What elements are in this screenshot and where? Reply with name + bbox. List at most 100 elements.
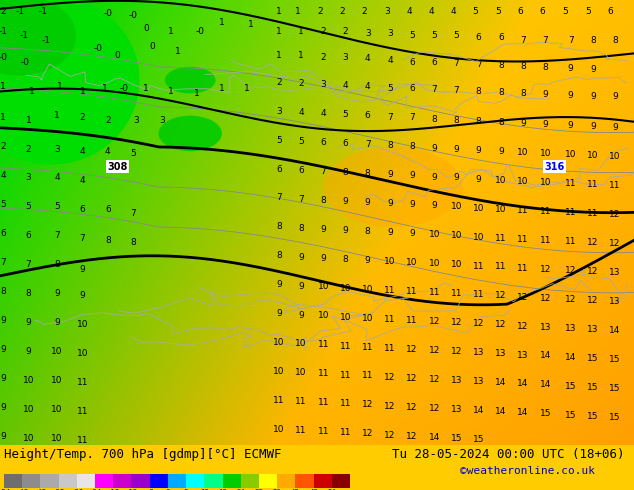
Text: 9: 9 xyxy=(25,318,32,327)
Bar xyxy=(241,474,259,488)
Text: 9: 9 xyxy=(476,146,482,155)
Text: 5: 5 xyxy=(130,149,136,158)
Text: 7: 7 xyxy=(453,59,460,68)
Text: 11: 11 xyxy=(362,343,373,351)
Text: 15: 15 xyxy=(565,382,576,391)
Text: 8: 8 xyxy=(409,142,415,151)
Text: -38: -38 xyxy=(52,489,65,490)
Text: -1: -1 xyxy=(41,36,50,45)
Text: 15: 15 xyxy=(609,413,621,422)
Text: 11: 11 xyxy=(540,207,551,216)
Text: 5: 5 xyxy=(387,84,393,93)
Text: 13: 13 xyxy=(609,268,621,277)
Text: 6: 6 xyxy=(105,205,111,214)
Text: 1: 1 xyxy=(219,84,225,94)
Text: 4: 4 xyxy=(105,147,110,156)
Text: 8: 8 xyxy=(498,118,504,127)
Text: 10: 10 xyxy=(609,152,621,161)
Text: 12: 12 xyxy=(384,402,396,411)
Text: 10: 10 xyxy=(451,202,462,211)
Text: 2: 2 xyxy=(362,7,367,16)
Text: 7: 7 xyxy=(0,258,6,267)
Text: 6: 6 xyxy=(298,166,304,175)
Text: 11: 11 xyxy=(362,371,373,380)
Text: 9: 9 xyxy=(276,309,282,318)
Text: 9: 9 xyxy=(387,228,393,237)
Text: 12: 12 xyxy=(406,374,418,383)
Text: 9: 9 xyxy=(54,289,60,298)
Text: 4: 4 xyxy=(429,7,434,16)
Text: 1: 1 xyxy=(174,47,181,56)
Text: 4: 4 xyxy=(343,81,348,90)
Text: 12: 12 xyxy=(429,404,440,413)
Bar xyxy=(95,474,113,488)
Text: 10: 10 xyxy=(51,405,63,414)
Text: 5: 5 xyxy=(25,202,32,211)
Text: 11: 11 xyxy=(517,264,529,273)
Text: 2: 2 xyxy=(340,7,345,16)
Text: 14: 14 xyxy=(609,326,621,335)
Text: -1: -1 xyxy=(20,31,29,40)
Text: 10: 10 xyxy=(362,314,373,322)
Text: 13: 13 xyxy=(473,348,484,357)
Text: 10: 10 xyxy=(273,338,285,347)
Text: 7: 7 xyxy=(130,209,136,218)
Text: 10: 10 xyxy=(273,425,285,434)
Bar xyxy=(314,474,332,488)
Text: 54: 54 xyxy=(327,489,336,490)
Text: 11: 11 xyxy=(340,399,351,409)
Text: 12: 12 xyxy=(587,296,598,305)
Text: 11: 11 xyxy=(318,369,329,378)
Text: 4: 4 xyxy=(80,147,85,156)
Text: 9: 9 xyxy=(365,198,371,207)
Text: 14: 14 xyxy=(565,353,576,362)
Text: 12: 12 xyxy=(200,489,209,490)
Text: -42: -42 xyxy=(34,489,47,490)
Ellipse shape xyxy=(158,116,222,151)
Text: 12: 12 xyxy=(406,432,418,441)
Text: 9: 9 xyxy=(298,282,304,291)
Text: 10: 10 xyxy=(451,231,462,240)
Text: 14: 14 xyxy=(495,407,507,416)
Text: 11: 11 xyxy=(77,436,88,445)
Text: 7: 7 xyxy=(54,231,60,240)
Text: 8: 8 xyxy=(365,169,371,178)
Text: 6: 6 xyxy=(342,139,349,148)
Text: -24: -24 xyxy=(89,489,101,490)
Text: 9: 9 xyxy=(567,91,574,99)
Text: 9: 9 xyxy=(409,171,415,180)
Text: 9: 9 xyxy=(590,122,596,131)
Text: Height/Temp. 700 hPa [gdmp][°C] ECMWF: Height/Temp. 700 hPa [gdmp][°C] ECMWF xyxy=(4,448,281,461)
Text: 10: 10 xyxy=(77,320,88,329)
Text: 10: 10 xyxy=(340,313,351,322)
Text: 9: 9 xyxy=(0,316,6,325)
Text: 8: 8 xyxy=(130,238,136,247)
Text: 11: 11 xyxy=(565,208,576,217)
Bar xyxy=(41,474,58,488)
Text: 10: 10 xyxy=(51,434,63,443)
Text: 15: 15 xyxy=(609,384,621,393)
Text: 6: 6 xyxy=(365,111,371,120)
Ellipse shape xyxy=(165,67,216,94)
Bar xyxy=(168,474,186,488)
Text: 7: 7 xyxy=(276,194,282,202)
Text: 12: 12 xyxy=(609,210,621,220)
Text: 48: 48 xyxy=(309,489,318,490)
Text: 1: 1 xyxy=(143,84,149,94)
Text: 11: 11 xyxy=(77,378,88,387)
Text: 1: 1 xyxy=(276,26,282,36)
Text: 9: 9 xyxy=(298,253,304,262)
Text: 14: 14 xyxy=(540,351,551,361)
Text: 15: 15 xyxy=(540,409,551,418)
Text: 1: 1 xyxy=(295,7,301,16)
Text: 15: 15 xyxy=(473,435,484,444)
Text: 12: 12 xyxy=(429,346,440,355)
Text: 11: 11 xyxy=(495,263,507,271)
Text: 12: 12 xyxy=(451,347,462,356)
Text: 8: 8 xyxy=(387,142,393,150)
Text: 1: 1 xyxy=(276,7,282,16)
Text: 11: 11 xyxy=(384,286,396,295)
Text: -30: -30 xyxy=(70,489,84,490)
Text: 11: 11 xyxy=(609,181,621,190)
Text: 5: 5 xyxy=(54,202,60,211)
